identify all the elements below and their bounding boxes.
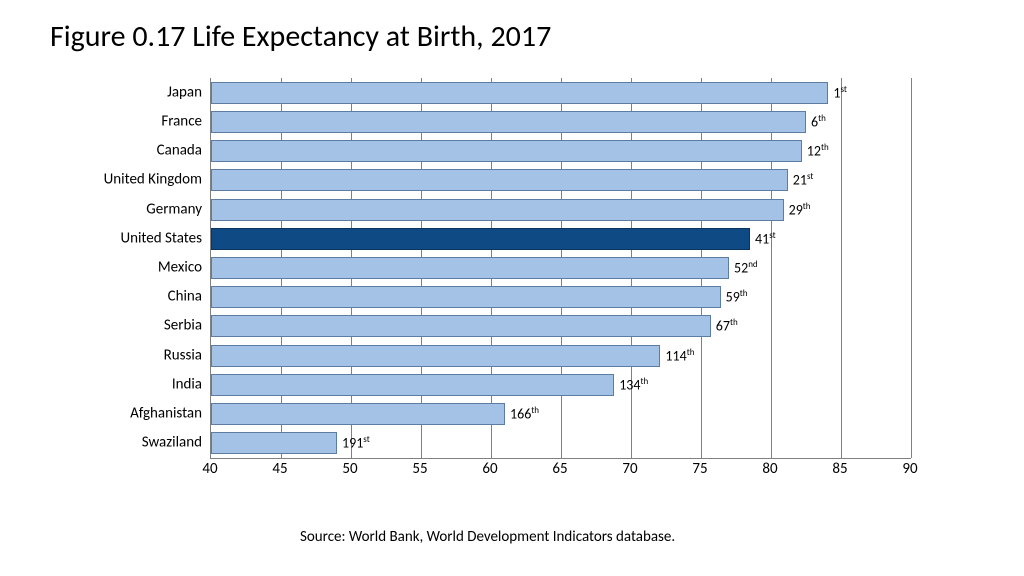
x-tick-label: 85 <box>832 460 847 478</box>
country-label: United Kingdom <box>104 173 202 188</box>
country-label: Serbia <box>164 319 202 334</box>
gridline <box>911 78 912 458</box>
bar: 6th <box>211 111 806 133</box>
gridline <box>771 78 772 458</box>
life-expectancy-chart: JapanFranceCanadaUnited KingdomGermanyUn… <box>110 78 920 478</box>
x-tick-label: 75 <box>692 460 707 478</box>
figure-title: Figure 0.17 Life Expectancy at Birth, 20… <box>50 18 551 55</box>
rank-label: 6th <box>811 113 826 130</box>
country-label: Swaziland <box>142 436 202 451</box>
plot-area: 1st6th12th21st29th41st52nd59th67th114th1… <box>210 78 911 459</box>
x-tick-label: 90 <box>902 460 917 478</box>
rank-label: 12th <box>807 143 829 160</box>
bar: 52nd <box>211 257 729 279</box>
x-tick-label: 70 <box>622 460 637 478</box>
country-label: Canada <box>157 144 202 159</box>
country-label: Mexico <box>158 261 202 276</box>
country-label: France <box>161 114 202 129</box>
rank-label: 1st <box>833 84 847 101</box>
country-label: Japan <box>167 85 202 100</box>
bar: 134th <box>211 374 614 396</box>
rank-label: 134th <box>619 376 648 393</box>
bar: 59th <box>211 286 721 308</box>
x-tick-label: 40 <box>202 460 217 478</box>
bar: 114th <box>211 345 660 367</box>
x-tick-label: 45 <box>272 460 287 478</box>
country-label: China <box>168 290 202 305</box>
rank-label: 114th <box>665 347 694 364</box>
country-label: Russia <box>164 348 202 363</box>
rank-label: 191st <box>342 435 370 452</box>
rank-label: 21st <box>793 172 814 189</box>
y-axis-labels: JapanFranceCanadaUnited KingdomGermanyUn… <box>110 78 210 478</box>
bar: 166th <box>211 403 505 425</box>
bar: 29th <box>211 199 784 221</box>
x-tick-label: 65 <box>552 460 567 478</box>
rank-label: 67th <box>716 318 738 335</box>
rank-label: 41st <box>755 230 776 247</box>
x-axis-ticks: 4045505560657075808590 <box>210 460 910 490</box>
country-label: Afghanistan <box>130 407 202 422</box>
bar: 67th <box>211 315 711 337</box>
rank-label: 52nd <box>734 260 758 277</box>
x-tick-label: 80 <box>762 460 777 478</box>
country-label: United States <box>120 231 202 246</box>
country-label: India <box>172 377 202 392</box>
country-label: Germany <box>146 202 202 217</box>
rank-label: 29th <box>789 201 811 218</box>
bar: 1st <box>211 82 828 104</box>
x-tick-label: 50 <box>342 460 357 478</box>
bar: 21st <box>211 169 788 191</box>
bar: 12th <box>211 140 802 162</box>
gridline <box>841 78 842 458</box>
x-tick-label: 60 <box>482 460 497 478</box>
bar: 191st <box>211 432 337 454</box>
source-note: Source: World Bank, World Development In… <box>300 528 675 546</box>
rank-label: 59th <box>726 289 748 306</box>
bar-highlight: 41st <box>211 228 750 250</box>
rank-label: 166th <box>510 406 539 423</box>
x-tick-label: 55 <box>412 460 427 478</box>
